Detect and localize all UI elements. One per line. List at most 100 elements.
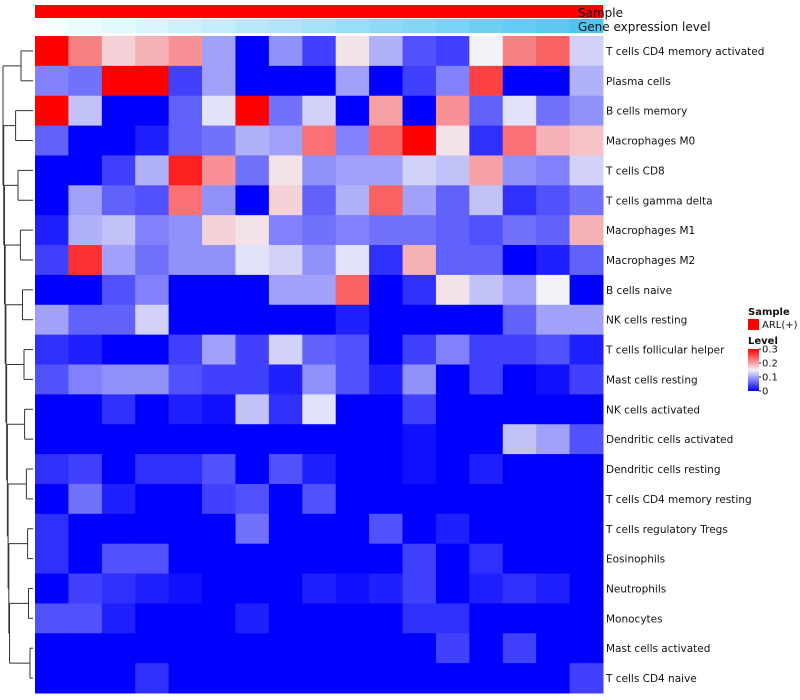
heatmap-cell: [335, 65, 370, 97]
gene-annotation-cell: [268, 19, 303, 33]
heatmap-cell: [469, 424, 504, 455]
heatmap-cell: [68, 513, 103, 545]
heatmap-cell: [302, 65, 337, 97]
heatmap-cell: [435, 603, 470, 634]
heatmap-cell: [101, 304, 136, 336]
heatmap-cell: [202, 424, 236, 455]
heatmap-cell: [202, 215, 236, 246]
heatmap-cell: [369, 125, 404, 156]
heatmap-cell: [101, 125, 136, 156]
heatmap-cell: [35, 185, 69, 216]
heatmap-cell: [369, 603, 404, 634]
heatmap-cell: [235, 364, 270, 395]
row-label: Macrophages M2: [606, 255, 695, 267]
row-label: NK cells resting: [606, 315, 687, 327]
heatmap-cell: [202, 364, 236, 395]
legend-tick-label: 0.2: [762, 359, 778, 370]
heatmap-cell: [569, 215, 604, 246]
heatmap-cell: [335, 334, 370, 365]
heatmap-cell: [435, 513, 470, 545]
heatmap-cell: [369, 95, 404, 127]
heatmap-cell: [536, 573, 571, 604]
heatmap-cell: [168, 36, 203, 67]
heatmap-cell: [402, 334, 437, 365]
heatmap-cell: [402, 394, 437, 425]
heatmap-cell: [369, 245, 404, 276]
heatmap-cell: [302, 364, 337, 395]
legend-level-ticks: 0.3 0.2 0.1 0: [759, 345, 778, 398]
heatmap-cell: [469, 334, 504, 365]
heatmap-cell: [235, 603, 270, 634]
gene-annotation-cell: [202, 19, 236, 33]
heatmap-cell: [235, 274, 270, 306]
row-label: Macrophages M1: [606, 225, 695, 237]
heatmap-cell: [369, 483, 404, 515]
heatmap-cell: [68, 36, 103, 67]
row-label: B cells memory: [606, 106, 687, 118]
heatmap-cell: [402, 95, 437, 127]
heatmap-cell: [101, 633, 136, 664]
gene-annotation-cell: [101, 19, 136, 33]
heatmap-cell: [35, 633, 69, 664]
heatmap-cell: [101, 513, 136, 545]
heatmap-cell: [35, 364, 69, 395]
heatmap-cell: [569, 603, 604, 634]
heatmap-cell: [502, 125, 537, 156]
heatmap-cell: [235, 36, 270, 67]
heatmap-cell: [502, 573, 537, 604]
heatmap-cell: [168, 215, 203, 246]
heatmap-cell: [469, 364, 504, 395]
heatmap-cell: [502, 603, 537, 634]
heatmap-cell: [68, 65, 103, 97]
heatmap-cell: [202, 155, 236, 186]
heatmap-cell: [68, 364, 103, 395]
heatmap-cell: [68, 155, 103, 186]
heatmap-cell: [369, 274, 404, 306]
heatmap-cell: [235, 424, 270, 455]
heatmap-cell: [68, 424, 103, 455]
heatmap-cell: [101, 274, 136, 306]
heatmap-cell: [435, 304, 470, 336]
heatmap-cell: [68, 95, 103, 127]
heatmap-cell: [502, 304, 537, 336]
gene-annotation-cell: [235, 19, 270, 33]
heatmap-cell: [569, 394, 604, 425]
heatmap-cell: [202, 185, 236, 216]
heatmap-cell: [35, 483, 69, 515]
heatmap-cell: [168, 603, 203, 634]
row-label: T cells follicular helper: [605, 345, 725, 357]
heatmap-cell: [502, 155, 537, 186]
heatmap-cell: [335, 274, 370, 306]
heatmap-cell: [502, 513, 537, 545]
heatmap-cell: [168, 95, 203, 127]
gene-annotation-cell: [168, 19, 203, 33]
heatmap-cell: [402, 424, 437, 455]
heatmap-cell: [402, 274, 437, 306]
gene-annotation-cell: [35, 19, 69, 33]
heatmap-cell: [402, 603, 437, 634]
heatmap-cell: [35, 454, 69, 485]
sample-annotation-bar: [35, 5, 603, 18]
heatmap-cell: [68, 185, 103, 216]
gene-annotation-cell: [335, 19, 370, 33]
heatmap-cell: [168, 245, 203, 276]
heatmap-cell: [135, 573, 170, 604]
heatmap-cell: [235, 543, 270, 575]
heatmap-cell: [335, 95, 370, 127]
heatmap-cell: [369, 155, 404, 186]
heatmap-cell: [402, 663, 437, 694]
heatmap-cell: [369, 663, 404, 694]
heatmap-cell: [402, 125, 437, 156]
heatmap-cell: [536, 633, 571, 664]
heatmap-cell: [35, 573, 69, 604]
heatmap-cell: [402, 155, 437, 186]
heatmap-cell: [369, 573, 404, 604]
heatmap-cell: [235, 215, 270, 246]
gene-annotation-cell: [68, 19, 103, 33]
heatmap-cell: [268, 215, 303, 246]
row-label: T cells regulatory Tregs: [605, 524, 728, 536]
heatmap-cell: [268, 633, 303, 664]
heatmap-cell: [402, 454, 437, 485]
gene-annotation-cell: [569, 19, 604, 33]
heatmap-cell: [35, 543, 69, 575]
